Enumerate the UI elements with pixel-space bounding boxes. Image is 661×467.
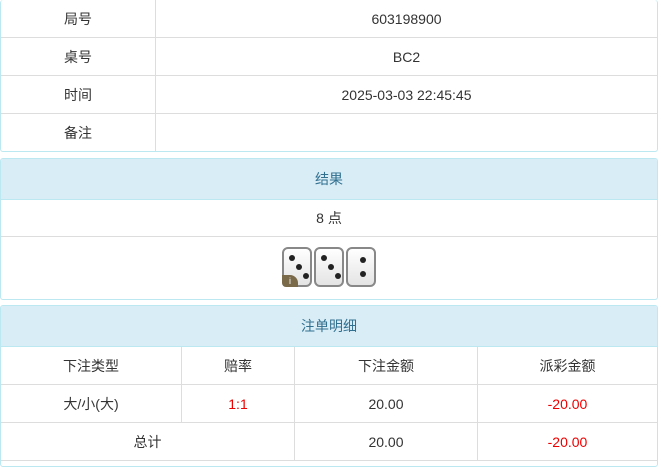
table-row: 局号 603198900 (1, 0, 657, 38)
table-row: 时间 2025-03-03 22:45:45 (1, 75, 657, 114)
round-info-table: 局号 603198900 桌号 BC2 时间 2025-03-03 22:45:45 … (1, 0, 657, 151)
value (155, 113, 657, 151)
bet-type: 大/小(大) (1, 384, 182, 423)
header-type: 下注类型 (1, 347, 182, 385)
value: 2025-03-03 22:45:45 (155, 75, 657, 114)
label: 时间 (1, 75, 156, 114)
label: 备注 (1, 113, 156, 151)
result-title: 结果 (1, 159, 657, 200)
label: 局号 (1, 0, 156, 38)
total-row: 总计 20.00 -20.00 (1, 422, 657, 461)
pip (321, 255, 327, 261)
table-header-row: 下注类型 赔率 下注金额 派彩金额 (1, 347, 657, 385)
bet-details-title: 注单明细 (1, 306, 657, 347)
pip (328, 264, 334, 270)
table-row: 大/小(大) 1:1 20.00 -20.00 (1, 384, 657, 423)
header-amount: 下注金额 (294, 347, 478, 385)
total-label: 总计 (1, 422, 295, 461)
die-2 (346, 247, 376, 287)
pip (335, 273, 341, 279)
bet-odds: 1:1 (181, 384, 295, 423)
bet-details-panel: 注单明细 下注类型 赔率 下注金额 派彩金额 大/小(大) 1:1 20.00 … (0, 305, 658, 467)
result-points: 8 点 (1, 200, 657, 237)
pip (303, 273, 309, 279)
value: BC2 (155, 37, 657, 76)
pip (289, 255, 295, 261)
pip (360, 257, 366, 263)
result-panel: 结果 8 点 i (0, 158, 658, 300)
bet-table: 下注类型 赔率 下注金额 派彩金额 大/小(大) 1:1 20.00 -20.0… (1, 347, 657, 461)
table-row: 桌号 BC2 (1, 37, 657, 76)
pip (360, 271, 366, 277)
header-odds: 赔率 (181, 347, 295, 385)
pip (296, 264, 302, 270)
total-amount: 20.00 (294, 422, 478, 461)
table-row: 备注 (1, 113, 657, 151)
die-3: i (282, 247, 312, 287)
value: 603198900 (155, 0, 657, 38)
label: 桌号 (1, 37, 156, 76)
header-payout: 派彩金额 (477, 347, 657, 385)
total-payout: -20.00 (477, 422, 657, 461)
round-info-panel: 局号 603198900 桌号 BC2 时间 2025-03-03 22:45:45 … (0, 0, 658, 152)
bet-payout: -20.00 (477, 384, 657, 423)
dice-row: i (1, 237, 657, 287)
die-3 (314, 247, 344, 287)
info-icon[interactable]: i (282, 275, 298, 287)
bet-amount: 20.00 (294, 384, 478, 423)
